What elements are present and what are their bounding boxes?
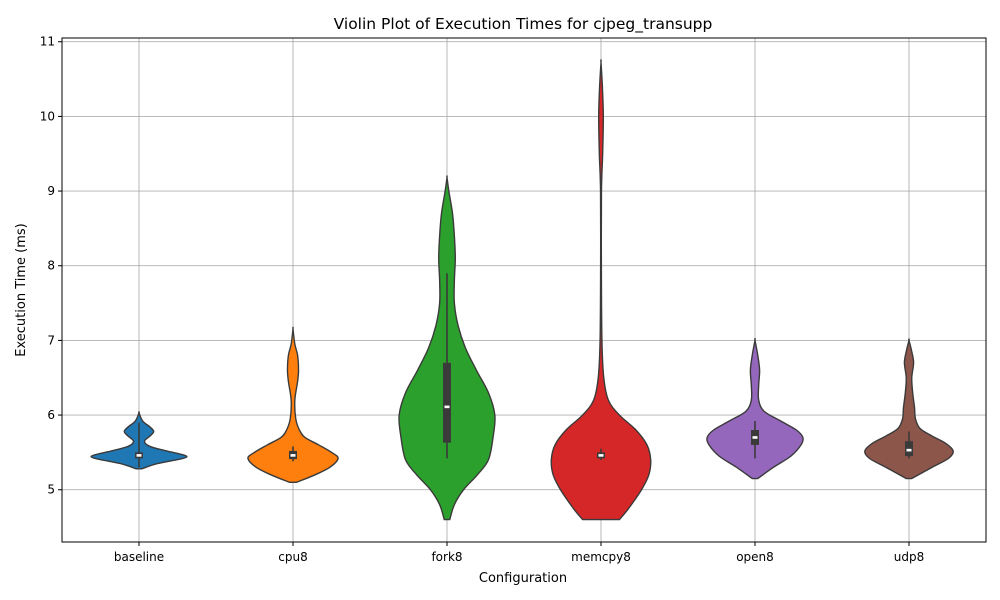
violin-open8 <box>706 337 804 480</box>
violin-fork8 <box>398 175 496 521</box>
tick-layer: 5 6 7 8 9 10 11 baseline cpu8 fork8 memcpy8 open8 ud… <box>40 35 925 564</box>
violin-iqr-box <box>443 362 451 443</box>
grid-layer <box>62 38 986 542</box>
y-axis-label: Execution Time (ms) <box>14 223 29 356</box>
y-tick-label: 10 <box>40 109 55 123</box>
x-tick-label: fork8 <box>431 550 462 564</box>
violin-median <box>752 436 758 439</box>
x-tick-label: open8 <box>736 550 774 564</box>
x-tick-label: baseline <box>114 550 164 564</box>
y-tick-label: 9 <box>47 184 55 198</box>
y-tick-label: 11 <box>40 35 55 49</box>
violin-body <box>247 326 339 483</box>
violin-body <box>550 58 652 521</box>
y-tick-label: 7 <box>47 333 55 347</box>
y-tick-label: 8 <box>47 259 55 273</box>
violin-layer <box>90 58 954 521</box>
violin-body <box>706 337 804 480</box>
violin-memcpy8 <box>550 58 652 521</box>
y-tick-label: 6 <box>47 408 55 422</box>
violin-median <box>444 405 450 409</box>
x-axis-label: Configuration <box>479 571 567 586</box>
chart-title: Violin Plot of Execution Times for cjpeg… <box>334 15 713 34</box>
violin-baseline <box>90 411 188 470</box>
x-tick-label: udp8 <box>894 550 924 564</box>
y-tick-label: 5 <box>47 483 55 497</box>
violin-cpu8 <box>247 326 339 483</box>
plot-frame <box>61 37 987 543</box>
violin-median <box>136 454 142 457</box>
violin-iqr-box <box>905 441 913 457</box>
violin-median <box>598 454 604 457</box>
x-tick-label: cpu8 <box>278 550 307 564</box>
violin-udp8 <box>864 338 954 480</box>
violin-median <box>290 454 296 457</box>
x-tick-label: memcpy8 <box>571 550 631 564</box>
violin-median <box>906 448 912 452</box>
violin-body <box>864 338 954 480</box>
